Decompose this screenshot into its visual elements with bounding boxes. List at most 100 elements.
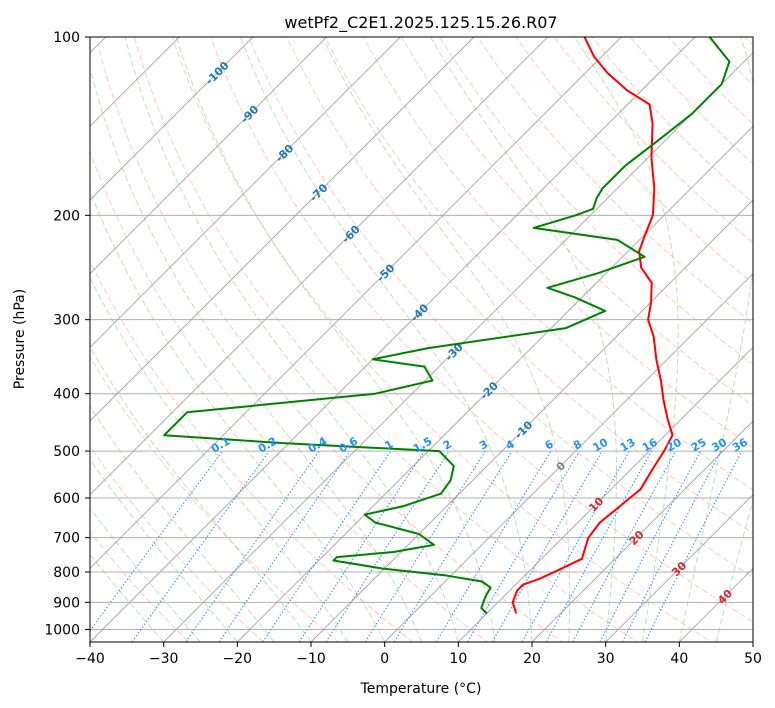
mixing-ratio-line	[435, 450, 552, 642]
mixing-ratio-line	[262, 450, 392, 642]
isotherm-line	[310, 199, 753, 642]
mixing-ratio-lines	[90, 450, 743, 642]
x-tick-label: 40	[670, 651, 688, 667]
isotherm-label: -90	[238, 103, 261, 126]
mixing-ratio-line	[621, 450, 722, 642]
mixing-ratio-label: 1	[382, 438, 395, 453]
isotherm-line	[90, 37, 401, 349]
dry-adiabat-line	[133, 37, 638, 642]
mixing-ratio-line	[218, 450, 351, 642]
moist-adiabat-line	[573, 37, 679, 642]
dry-adiabat-line	[705, 37, 753, 86]
isotherm-label: 30	[669, 559, 689, 579]
x-axis: −40 −30 −20 −10 0 10 20 30 40 50	[75, 642, 762, 667]
y-tick-label: 900	[53, 595, 80, 611]
profile-series	[163, 37, 731, 615]
isotherm-line	[90, 37, 696, 642]
moist-adiabat-line	[90, 507, 201, 642]
mixing-ratio-label: 10	[590, 435, 610, 454]
mixing-ratio-line	[364, 450, 486, 642]
dry-adiabat-line	[629, 37, 753, 165]
isotherm-label: -100	[203, 59, 232, 88]
isotherm-line	[531, 420, 753, 642]
x-tick-label: −30	[149, 651, 179, 667]
moist-adiabat-line	[321, 37, 571, 642]
isotherm-lines	[90, 37, 753, 642]
isotherm-line	[90, 37, 475, 422]
isotherm-line	[90, 37, 622, 570]
moist-adiabat-line	[124, 37, 459, 642]
moist-adiabat-line	[90, 189, 386, 642]
y-axis: 1000 900 800 700 600 500 400 300 200 100	[44, 30, 90, 638]
y-tick-label: 600	[53, 491, 80, 507]
x-tick-label: 30	[597, 651, 615, 667]
dry-adiabats	[90, 10, 775, 654]
dry-adiabat-line	[95, 37, 564, 642]
dry-adiabat-line	[477, 37, 753, 325]
dry-adiabat-line	[209, 37, 753, 623]
moist-adiabat-line	[90, 276, 349, 642]
isotherm-label: -60	[339, 222, 362, 245]
moist-adiabat-line	[239, 37, 533, 642]
isotherm-line	[90, 37, 549, 496]
mixing-ratio-line	[90, 450, 223, 632]
dry-adiabat-line	[756, 10, 775, 654]
isotherm-line	[90, 37, 328, 275]
y-tick-label: 800	[53, 565, 80, 581]
mixing-ratio-line	[467, 450, 580, 642]
mixing-ratio-line	[131, 450, 270, 642]
mixing-ratio-label: 0.4	[306, 434, 330, 455]
mixing-ratio-line	[185, 450, 320, 642]
dry-adiabat-line	[362, 37, 753, 449]
dry-adiabat-line	[90, 356, 339, 642]
isotherm-line	[678, 567, 753, 642]
mixing-ratio-line	[545, 450, 653, 642]
y-tick-label: 400	[53, 387, 80, 403]
mixing-ratio-line	[644, 450, 743, 642]
mixing-ratio-line	[393, 450, 513, 642]
isotherm-line	[752, 641, 753, 642]
dry-adiabat-line	[90, 445, 265, 642]
isotherm-line	[384, 272, 753, 642]
plot-frame	[89, 36, 754, 643]
y-axis-label: Pressure (hPa)	[12, 289, 28, 389]
mixing-ratio-label: 3	[477, 438, 490, 453]
y-tick-label: 300	[53, 313, 80, 329]
isotherm-label: -50	[374, 261, 397, 284]
dry-adiabat-line	[90, 259, 414, 642]
x-tick-label: 20	[523, 651, 541, 667]
isotherm-label: 40	[715, 587, 735, 607]
isotherm-line	[457, 346, 753, 642]
moist-adiabat-line	[90, 458, 238, 642]
dry-adiabat-line	[744, 37, 753, 47]
x-tick-label: −10	[296, 651, 326, 667]
y-tick-label: 1000	[44, 622, 80, 638]
chart-title: wetPf2_C2E1.2025.125.15.26.R07	[284, 13, 557, 33]
x-tick-label: 0	[380, 651, 389, 667]
moist-adiabat-line	[90, 65, 422, 642]
moist-adiabat-line	[90, 405, 275, 642]
mixing-ratio-label: 20	[664, 435, 684, 454]
mixing-ratio-label: 0.2	[256, 435, 279, 456]
dry-adiabat-line	[591, 37, 753, 204]
mixing-ratio-label: 1.5	[411, 435, 434, 456]
x-tick-label: −20	[223, 651, 253, 667]
mixing-ratio-line	[325, 450, 450, 642]
dry-adiabat-line	[90, 150, 489, 642]
x-axis-label: Temperature (°C)	[360, 681, 482, 697]
mixing-ratio-label: 16	[640, 435, 660, 454]
dry-adiabat-line	[324, 37, 753, 491]
isotherm-line	[605, 493, 753, 642]
profile-line-2	[163, 37, 731, 615]
moist-adiabat-line	[715, 498, 753, 642]
x-tick-label: 10	[449, 651, 467, 667]
mixing-ratio-label: 2	[441, 438, 454, 453]
isotherm-line	[236, 125, 753, 642]
isotherm-line	[163, 51, 753, 642]
isotherm-line	[90, 37, 254, 201]
y-tick-label: 500	[53, 444, 80, 460]
y-tick-label: 700	[53, 531, 80, 547]
y-tick-label: 100	[53, 30, 80, 46]
